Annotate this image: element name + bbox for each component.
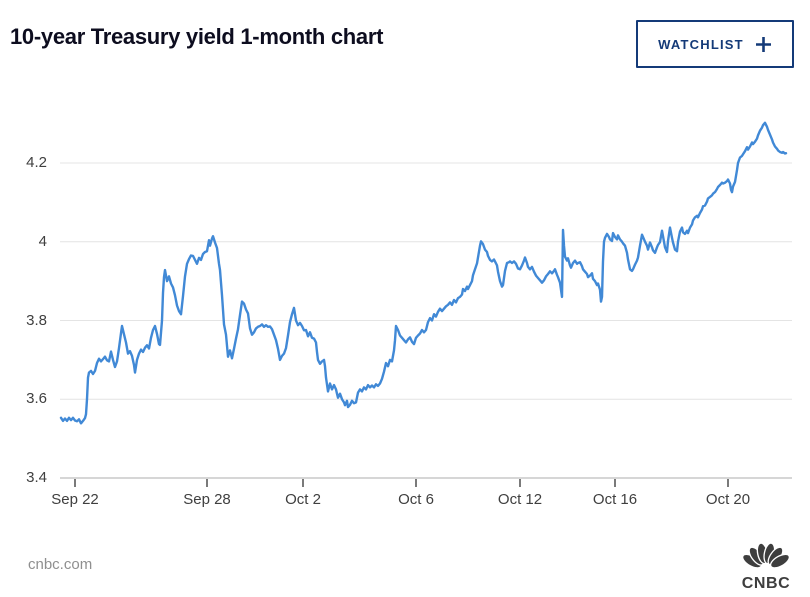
x-axis-label: Oct 6 [398, 491, 434, 508]
source-watermark: cnbc.com [28, 556, 93, 573]
x-axis-label: Oct 12 [497, 491, 543, 508]
y-axis-label: 3.4 [26, 469, 47, 486]
y-axis-label: 3.8 [26, 312, 47, 329]
plus-icon [755, 36, 771, 52]
x-axis-label: Sep 22 [51, 491, 99, 508]
y-axis-label: 3.6 [26, 390, 47, 407]
cnbc-logo-text: CNBC [741, 575, 791, 592]
x-axis-label: Oct 20 [705, 491, 751, 508]
watchlist-button-label: WATCHLIST [658, 36, 744, 52]
cnbc-logo: CNBC [736, 535, 796, 593]
cnbc-peacock-icon [741, 542, 791, 569]
watchlist-button[interactable]: WATCHLIST [636, 20, 794, 68]
x-axis-label: Oct 2 [285, 491, 321, 508]
y-axis-label: 4 [38, 233, 47, 250]
x-axis-label: Oct 16 [592, 491, 638, 508]
x-axis-label: Sep 28 [183, 491, 231, 508]
treasury-yield-line [59, 121, 788, 425]
y-axis-label: 4.2 [26, 154, 47, 171]
page-title: 10-year Treasury yield 1-month chart [10, 24, 384, 49]
